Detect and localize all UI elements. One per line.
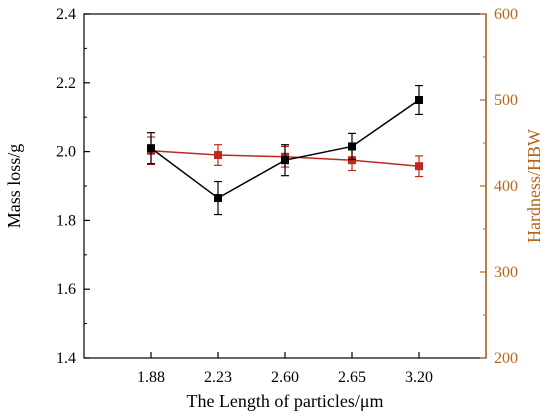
right-tick-label: 200	[494, 350, 518, 367]
mass-loss-point	[415, 96, 423, 104]
mass-loss-point	[214, 194, 222, 203]
hardness-point	[214, 151, 222, 160]
right-axis-ticks: 200 300 400 500 600	[480, 6, 518, 367]
x-tick-label: 2.60	[271, 369, 299, 386]
hardness-point	[415, 162, 423, 171]
x-axis-label: The Length of particles/μm	[186, 391, 383, 411]
hardness-point	[348, 156, 356, 165]
x-tick-label: 1.88	[137, 369, 165, 386]
x-tick-label: 2.23	[204, 369, 232, 386]
left-axis-label: Mass loss/g	[4, 144, 24, 229]
x-axis-ticks: 1.88 2.23 2.60 2.65 3.20	[137, 352, 433, 386]
left-tick-label: 2.0	[56, 144, 76, 161]
left-tick-label: 2.4	[56, 6, 76, 23]
mass-loss-point	[147, 144, 155, 153]
left-tick-label: 1.6	[56, 281, 76, 298]
right-tick-label: 300	[494, 264, 518, 281]
right-tick-label: 600	[494, 6, 518, 23]
left-tick-label: 2.2	[56, 75, 76, 92]
mass-loss-point	[348, 142, 356, 151]
x-tick-label: 3.20	[405, 369, 433, 386]
plot-frame	[83, 13, 487, 359]
right-tick-label: 400	[494, 178, 518, 195]
right-axis-label: Hardness/HBW	[524, 129, 544, 243]
right-tick-label: 500	[494, 92, 518, 109]
left-tick-label: 1.8	[56, 212, 76, 229]
series-layer	[147, 84, 423, 216]
left-axis-ticks: 1.4 1.6 1.8 2.0 2.2 2.4	[56, 6, 90, 367]
mass-loss-point	[281, 156, 289, 165]
x-tick-label: 2.65	[338, 369, 366, 386]
left-tick-label: 1.4	[56, 350, 76, 367]
